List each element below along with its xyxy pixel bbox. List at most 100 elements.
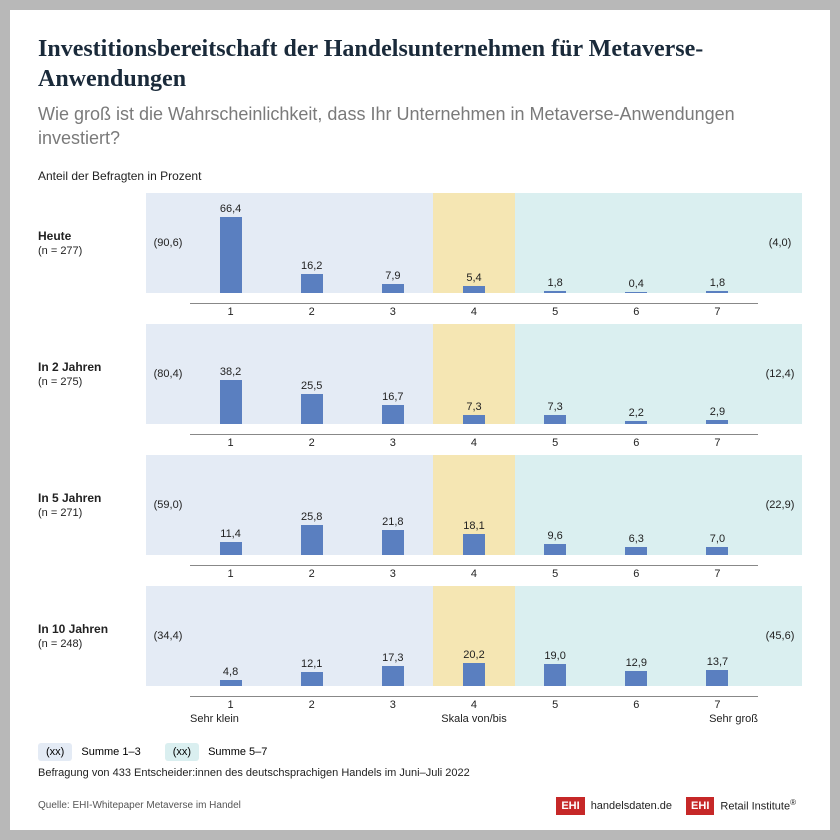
bar bbox=[625, 671, 647, 686]
logo-group: EHI handelsdaten.de EHI Retail Institute… bbox=[556, 795, 802, 816]
x-tick: 6 bbox=[596, 696, 677, 711]
legend-label-low: Summe 1–3 bbox=[81, 746, 140, 758]
bar bbox=[706, 420, 728, 423]
logo-handelsdaten: EHI handelsdaten.de bbox=[556, 795, 678, 816]
sum-high-badge: (22,9) bbox=[758, 455, 802, 555]
x-tick: 3 bbox=[352, 565, 433, 580]
zone-mid: 7,3 bbox=[433, 324, 514, 424]
bar-value-label: 12,1 bbox=[271, 658, 352, 670]
footer: Quelle: EHI-Whitepaper Metaverse im Hand… bbox=[38, 795, 802, 816]
bar bbox=[625, 421, 647, 424]
page-title: Investitionsbereitschaft der Handelsunte… bbox=[38, 34, 802, 94]
bar-slot: 2,9 bbox=[677, 324, 758, 424]
sum-low-badge: (80,4) bbox=[146, 324, 190, 424]
zone-low: 4,812,117,3 bbox=[190, 586, 433, 686]
zone-high: 1,80,41,8 bbox=[515, 193, 758, 293]
bar-value-label: 7,9 bbox=[352, 270, 433, 282]
zone-mid: 5,4 bbox=[433, 193, 514, 293]
legend: (xx) Summe 1–3 (xx) Summe 5–7 bbox=[38, 743, 802, 761]
bar bbox=[301, 394, 323, 423]
sum-low-badge: (34,4) bbox=[146, 586, 190, 686]
bar-slot: 5,4 bbox=[433, 193, 514, 293]
sum-high-badge: (4,0) bbox=[758, 193, 802, 293]
x-tick: 2 bbox=[271, 434, 352, 449]
legend-item-low: (xx) Summe 1–3 bbox=[38, 743, 141, 761]
bar-slot: 20,2 bbox=[433, 586, 514, 686]
bar bbox=[463, 534, 485, 555]
row-label: In 2 Jahren (n = 275) bbox=[38, 324, 146, 424]
bar-slot: 4,8 bbox=[190, 586, 271, 686]
bar bbox=[544, 544, 566, 555]
zone-low: 11,425,821,8 bbox=[190, 455, 433, 555]
bar-value-label: 12,9 bbox=[596, 657, 677, 669]
bar-slot: 1,8 bbox=[515, 193, 596, 293]
bar-slot: 1,8 bbox=[677, 193, 758, 293]
bar-value-label: 25,5 bbox=[271, 380, 352, 392]
bar bbox=[706, 670, 728, 686]
scale-mid: Skala von/bis bbox=[433, 713, 514, 725]
row-n: (n = 271) bbox=[38, 507, 140, 519]
x-tick: 4 bbox=[433, 696, 514, 711]
bar-slot: 19,0 bbox=[515, 586, 596, 686]
bar-value-label: 2,2 bbox=[596, 407, 677, 419]
row-label: In 10 Jahren(n = 248) bbox=[38, 586, 146, 686]
row-n: (n = 275) bbox=[38, 376, 140, 388]
chart-row: In 2 Jahren(n = 275)(80,4)38,225,516,77,… bbox=[38, 324, 802, 424]
bar bbox=[706, 291, 728, 293]
x-tick: 7 bbox=[677, 696, 758, 711]
bar-value-label: 1,8 bbox=[515, 277, 596, 289]
chart-row: In 5 Jahren(n = 271)(59,0)11,425,821,818… bbox=[38, 455, 802, 555]
bar-value-label: 4,8 bbox=[190, 666, 271, 678]
zone-low: 38,225,516,7 bbox=[190, 324, 433, 424]
bar-slot: 9,6 bbox=[515, 455, 596, 555]
bar-slot: 12,1 bbox=[271, 586, 352, 686]
chart-area: Heute(n = 277)(90,6)66,416,27,95,41,80,4… bbox=[38, 193, 802, 731]
bar-slot: 16,2 bbox=[271, 193, 352, 293]
tick-row: 1234567 bbox=[190, 303, 758, 318]
row-name: In 2 Jahren bbox=[38, 360, 140, 374]
x-tick: 3 bbox=[352, 434, 433, 449]
x-tick: 3 bbox=[352, 696, 433, 711]
bar bbox=[463, 286, 485, 292]
survey-note: Befragung von 433 Entscheider:innen des … bbox=[38, 767, 802, 779]
bar bbox=[220, 680, 242, 685]
bar-value-label: 25,8 bbox=[271, 511, 352, 523]
bar bbox=[301, 672, 323, 686]
bar-value-label: 7,3 bbox=[515, 401, 596, 413]
x-tick: 2 bbox=[271, 565, 352, 580]
bar-value-label: 21,8 bbox=[352, 516, 433, 528]
bar bbox=[544, 291, 566, 293]
bar-slot: 7,3 bbox=[515, 324, 596, 424]
bar-slot: 7,0 bbox=[677, 455, 758, 555]
bars-wrap: 38,225,516,77,37,32,22,9 bbox=[190, 324, 758, 424]
bar-value-label: 66,4 bbox=[190, 203, 271, 215]
logo-text: handelsdaten.de bbox=[585, 797, 678, 815]
bar-slot: 66,4 bbox=[190, 193, 271, 293]
zone-low: 66,416,27,9 bbox=[190, 193, 433, 293]
x-tick: 1 bbox=[190, 434, 271, 449]
bar bbox=[382, 284, 404, 293]
sum-high-badge: (45,6) bbox=[758, 586, 802, 686]
zone-high: 19,012,913,7 bbox=[515, 586, 758, 686]
legend-swatch-low: (xx) bbox=[38, 743, 72, 761]
chart-row: In 10 Jahren(n = 248)(34,4)4,812,117,320… bbox=[38, 586, 802, 686]
x-tick: 7 bbox=[677, 434, 758, 449]
row-name: In 10 Jahren bbox=[38, 622, 140, 636]
row-n: (n = 277) bbox=[38, 245, 140, 257]
x-tick: 1 bbox=[190, 696, 271, 711]
logo-retail-institute: EHI Retail Institute® bbox=[686, 795, 802, 816]
bar-value-label: 16,7 bbox=[352, 391, 433, 403]
logo-text: Retail Institute® bbox=[714, 795, 802, 816]
bar-value-label: 20,2 bbox=[433, 649, 514, 661]
bar-value-label: 38,2 bbox=[190, 366, 271, 378]
x-tick: 1 bbox=[190, 565, 271, 580]
bar-slot: 13,7 bbox=[677, 586, 758, 686]
bar-slot: 0,4 bbox=[596, 193, 677, 293]
bar-slot: 18,1 bbox=[433, 455, 514, 555]
bar-value-label: 2,9 bbox=[677, 406, 758, 418]
bar-slot: 16,7 bbox=[352, 324, 433, 424]
sum-low-badge: (90,6) bbox=[146, 193, 190, 293]
bar-slot: 12,9 bbox=[596, 586, 677, 686]
bar-value-label: 0,4 bbox=[596, 278, 677, 290]
x-tick: 7 bbox=[677, 565, 758, 580]
